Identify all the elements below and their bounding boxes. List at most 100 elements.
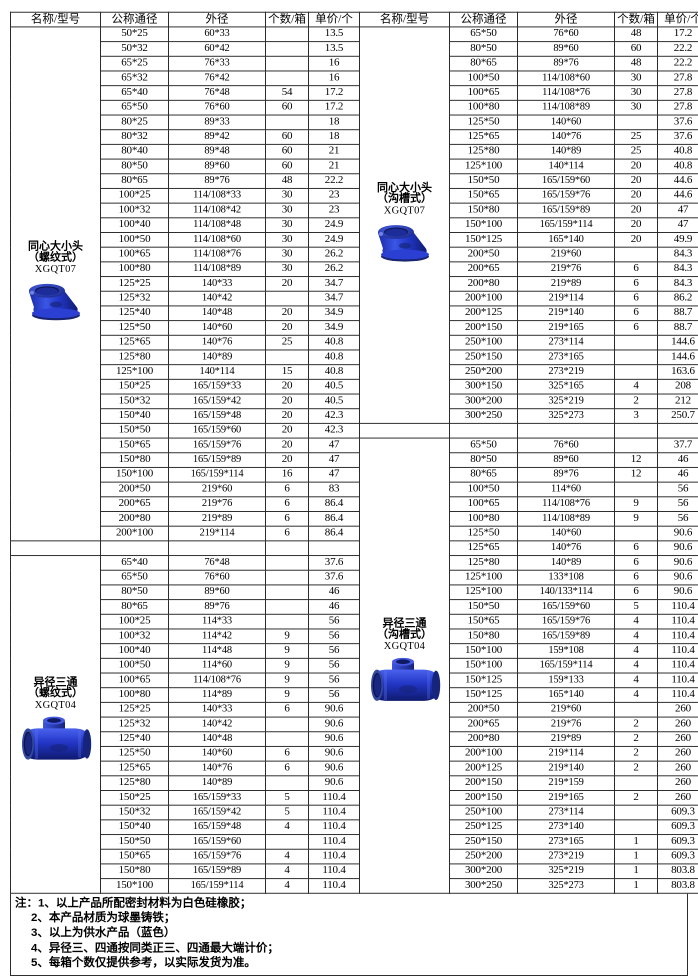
cell-price-left: 110.4 [308,848,360,865]
cell-od-right: 140*114 [517,158,615,175]
cell-od-right: 89*76 [517,466,615,483]
cell-od-right: 140*76 [517,540,615,557]
cell-pcs-right [614,349,658,366]
cell-pcs-right: 9 [614,496,658,512]
cell-price-right: 144.6 [657,334,698,351]
cell-price-left: 46 [308,599,360,615]
cell-price-left: 110.4 [308,819,360,836]
header-dn-left: 公称通径 [100,11,169,28]
cell-dn-left: 80*65 [100,599,169,615]
cell-od-right: 219*60 [517,701,615,718]
cell-pcs-left: 4 [265,819,309,836]
cell-price-left: 86.4 [308,511,360,527]
cell-pcs-left: 30 [265,261,309,278]
cell-dn-left: 125*32 [100,290,169,307]
cell-pcs-left [265,55,309,72]
cell-dn-right: 150*50 [449,173,518,189]
table-row: 150*50 165/159*60 110.4 250*150 273*165 1 609.… [11,834,698,850]
cell-price-right: 27.8 [657,99,698,116]
cell-od-left: 114*33 [168,613,266,630]
cell-od-left: 165/159*42 [168,393,266,410]
cell-od-left: 165/159*33 [168,790,266,806]
table-row: 100*40 114/108*48 30 24.9 150*100 165/159*114… [11,217,698,233]
cell-pcs-left: 9 [265,657,309,674]
cell-od-left: 165/159*114 [168,878,266,894]
cell-price-left: 110.4 [308,878,360,894]
product-name-line1: 同心大小头 [377,181,432,194]
cell-price-left: 56 [308,643,360,659]
cell-od-right: 114/108*60 [517,70,615,87]
cell-dn-left: 200*65 [100,496,169,512]
cell-od-left: 165/159*60 [168,422,266,439]
cell-dn-right: 125*80 [449,555,518,571]
cell-dn-left: 65*25 [100,55,169,72]
product-code: XGQT04 [34,699,77,711]
cell-dn-right: 125*100 [449,158,518,175]
cell-pcs-right: 1 [614,834,658,850]
cell-pcs-left: 6 [265,481,309,498]
cell-dn-left: 150*40 [100,819,169,836]
cell-dn-left: 125*25 [100,276,169,292]
product-name-line1: 异径三通 [33,676,78,688]
table-row: 80*65 89*76 48 22.2 150*50 165/159*60 20 44.6 [11,173,698,189]
cell-dn-left: 80*50 [100,584,169,601]
cell-price-right: 22.2 [657,55,698,72]
cell-price-right: 37.6 [657,114,698,131]
cell-dn-right: 200*80 [449,276,518,292]
cell-od-right: 165*140 [517,232,615,248]
cell-pcs-right: 48 [614,55,658,72]
cell-pcs-right: 20 [614,187,658,204]
table-row: 150*40 165/159*48 20 42.3 300*250 325*273 3 250… [11,408,698,424]
cell-pcs-right: 2 [614,745,658,762]
cell-price-left: 46 [308,584,360,601]
table-row: 125*32 140*42 34.7 200*100 219*114 6 86.2 [11,290,698,307]
table-row: 150*100 165/159*114 16 47 80*65 89*76 12 46 [11,466,698,483]
cell-dn-right: 150*80 [449,628,518,645]
cell-dn-left: 80*40 [100,143,169,160]
cell-pcs-right: 6 [614,276,658,292]
cell-dn-right: 250*125 [449,819,518,836]
cell-pcs-left: 60 [265,99,309,116]
table-row: 150*40 165/159*48 4 110.4 250*125 273*140 609.… [11,819,698,836]
cell-pcs-right: 6 [614,584,658,601]
table-row: 200*80 219*89 6 86.4 100*80 114/108*89 9 56 [11,511,698,527]
cell-price-right: 260 [657,775,698,791]
cell-dn-right: 150*100 [449,657,518,674]
cell-od-right [517,422,615,439]
cell-od-right: 89*76 [517,55,615,72]
table-row: 100*25 114/108*33 30 23 150*65 165/159*76 20 44… [11,187,698,204]
cell-pcs-left [265,290,309,307]
cell-dn-right: 80*50 [449,452,518,468]
cell-dn-right: 200*50 [449,701,518,718]
cell-pcs-right: 2 [614,760,658,777]
cell-od-left: 165/159*33 [168,378,266,395]
cell-od-left: 114*60 [168,657,266,674]
reducer-coupling-icon [28,283,80,321]
header-dn-right: 公称通径 [449,11,518,28]
cell-price-right: 110.4 [657,657,698,674]
cell-price-right: 40.8 [657,143,698,160]
cell-od-left: 114*48 [168,643,266,659]
cell-pcs-left: 54 [265,85,309,101]
cell-od-left: 165/159*76 [168,848,266,865]
cell-od-right: 219*76 [517,716,615,733]
cell-pcs-left: 4 [265,863,309,880]
cell-dn-left: 50*25 [100,26,169,43]
cell-pcs-left: 25 [265,334,309,351]
cell-dn-right: 250*100 [449,334,518,351]
cell-od-right: 140*76 [517,129,615,145]
cell-price-left: 16 [308,55,360,72]
cell-pcs-left: 30 [265,217,309,233]
table-row: 100*32 114/108*42 30 23 150*80 165/159*89 20 47 [11,202,698,219]
cell-od-left: 140*33 [168,276,266,292]
header-name-right: 名称/型号 [359,11,450,28]
table-row: 100*80 114/108*89 30 26.2 200*65 219*76 6 84.3 [11,261,698,278]
cell-price-right: 86.2 [657,290,698,307]
cell-price-right: 46 [657,452,698,468]
cell-dn-right: 125*65 [449,129,518,145]
cell-pcs-left: 20 [265,305,309,322]
reducing-tee-icon [370,657,440,701]
cell-pcs-left: 6 [265,496,309,512]
table-row: 100*65 114/108*76 30 26.2 200*50 219*60 84.3 [11,246,698,263]
table-row: 100*65 114/108*76 9 56 150*125 159*133 4 110.4 [11,672,698,689]
